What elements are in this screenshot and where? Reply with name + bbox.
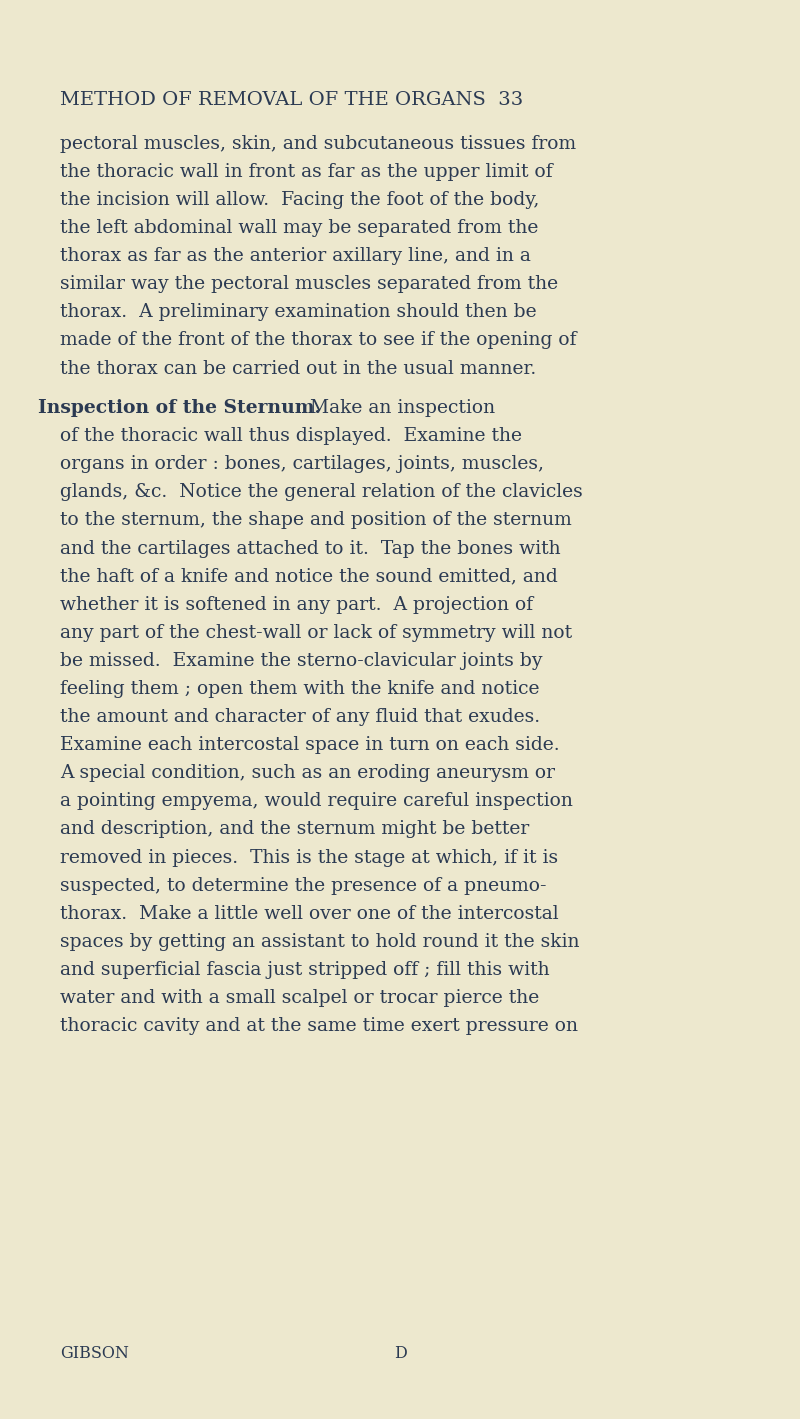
Text: suspected, to determine the presence of a pneumo-: suspected, to determine the presence of … xyxy=(60,877,546,894)
Text: similar way the pectoral muscles separated from the: similar way the pectoral muscles separat… xyxy=(60,275,558,294)
Text: any part of the chest-wall or lack of symmetry will not: any part of the chest-wall or lack of sy… xyxy=(60,624,572,641)
Text: the haft of a knife and notice the sound emitted, and: the haft of a knife and notice the sound… xyxy=(60,568,558,586)
Text: a pointing empyema, would require careful inspection: a pointing empyema, would require carefu… xyxy=(60,792,573,810)
Text: Inspection of the Sternum.: Inspection of the Sternum. xyxy=(38,399,322,417)
Text: to the sternum, the shape and position of the sternum: to the sternum, the shape and position o… xyxy=(60,511,572,529)
Text: GIBSON: GIBSON xyxy=(60,1345,129,1362)
Text: Make an inspection: Make an inspection xyxy=(298,399,495,417)
Text: water and with a small scalpel or trocar pierce the: water and with a small scalpel or trocar… xyxy=(60,989,539,1007)
Text: D: D xyxy=(394,1345,406,1362)
Text: the amount and character of any fluid that exudes.: the amount and character of any fluid th… xyxy=(60,708,540,727)
Text: METHOD OF REMOVAL OF THE ORGANS  33: METHOD OF REMOVAL OF THE ORGANS 33 xyxy=(60,91,523,109)
Text: and the cartilages attached to it.  Tap the bones with: and the cartilages attached to it. Tap t… xyxy=(60,539,561,558)
Text: made of the front of the thorax to see if the opening of: made of the front of the thorax to see i… xyxy=(60,332,577,349)
Text: A special condition, such as an eroding aneurysm or: A special condition, such as an eroding … xyxy=(60,765,555,782)
Text: feeling them ; open them with the knife and notice: feeling them ; open them with the knife … xyxy=(60,680,539,698)
Text: the left abdominal wall may be separated from the: the left abdominal wall may be separated… xyxy=(60,219,538,237)
Text: whether it is softened in any part.  A projection of: whether it is softened in any part. A pr… xyxy=(60,596,533,613)
Text: thoracic cavity and at the same time exert pressure on: thoracic cavity and at the same time exe… xyxy=(60,1017,578,1034)
Text: be missed.  Examine the sterno-clavicular joints by: be missed. Examine the sterno-clavicular… xyxy=(60,651,542,670)
Text: thorax.  A preliminary examination should then be: thorax. A preliminary examination should… xyxy=(60,304,537,321)
Text: thorax as far as the anterior axillary line, and in a: thorax as far as the anterior axillary l… xyxy=(60,247,531,265)
Text: the thorax can be carried out in the usual manner.: the thorax can be carried out in the usu… xyxy=(60,359,536,377)
Text: spaces by getting an assistant to hold round it the skin: spaces by getting an assistant to hold r… xyxy=(60,932,579,951)
Text: glands, &c.  Notice the general relation of the clavicles: glands, &c. Notice the general relation … xyxy=(60,484,582,501)
Text: organs in order : bones, cartilages, joints, muscles,: organs in order : bones, cartilages, joi… xyxy=(60,455,544,473)
Text: thorax.  Make a little well over one of the intercostal: thorax. Make a little well over one of t… xyxy=(60,905,558,922)
Text: pectoral muscles, skin, and subcutaneous tissues from: pectoral muscles, skin, and subcutaneous… xyxy=(60,135,576,153)
Text: removed in pieces.  This is the stage at which, if it is: removed in pieces. This is the stage at … xyxy=(60,849,558,867)
Text: the thoracic wall in front as far as the upper limit of: the thoracic wall in front as far as the… xyxy=(60,163,553,180)
Text: of the thoracic wall thus displayed.  Examine the: of the thoracic wall thus displayed. Exa… xyxy=(60,427,522,446)
Text: and superficial fascia just stripped off ; fill this with: and superficial fascia just stripped off… xyxy=(60,961,550,979)
Text: Examine each intercostal space in turn on each side.: Examine each intercostal space in turn o… xyxy=(60,736,560,753)
Text: and description, and the sternum might be better: and description, and the sternum might b… xyxy=(60,820,530,839)
Text: the incision will allow.  Facing the foot of the body,: the incision will allow. Facing the foot… xyxy=(60,192,539,209)
